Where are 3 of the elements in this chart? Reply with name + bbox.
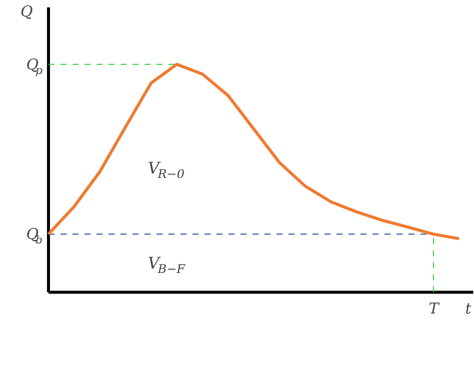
x-axis-title: t <box>465 299 472 318</box>
y-axis-title: Q <box>20 2 33 20</box>
text: T <box>428 299 440 318</box>
